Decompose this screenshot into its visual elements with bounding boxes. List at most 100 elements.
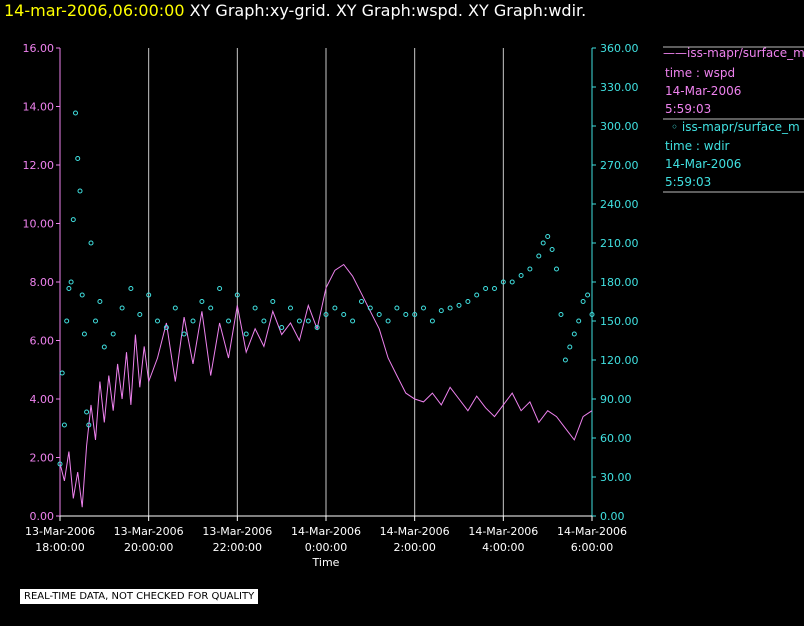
legend: ——iss-mapr/surface_m time : wspd 14-Mar-… xyxy=(663,44,804,194)
wdir-data-point xyxy=(61,422,67,428)
legend-wdir-name: ◦ iss-mapr/surface_m xyxy=(671,120,800,134)
timestamp-label: 14-mar-2006,06:00:00 xyxy=(4,1,185,20)
wdir-data-point xyxy=(403,312,409,317)
y-right-tick-label: 210.00 xyxy=(600,237,639,250)
legend-wspd-name: ——iss-mapr/surface_m xyxy=(663,46,804,60)
wdir-data-point xyxy=(270,299,276,304)
x-tick-label-time: 22:00:00 xyxy=(213,541,262,554)
wdir-data-point xyxy=(97,299,103,304)
wdir-data-point xyxy=(341,312,347,317)
wdir-data-point xyxy=(492,286,497,291)
wdir-data-point xyxy=(562,357,568,363)
wdir-data-point xyxy=(474,292,480,298)
y-right-tick-label: 180.00 xyxy=(600,276,639,289)
wdir-data-point xyxy=(208,305,214,311)
wdir-data-point xyxy=(483,286,489,291)
x-tick-label-date: 14-Mar-2006 xyxy=(291,525,361,538)
legend-wspd-time: 5:59:03 xyxy=(665,102,712,116)
wdir-data-point xyxy=(64,318,70,324)
wdir-data-point xyxy=(137,312,143,317)
wdir-data-point xyxy=(252,305,258,311)
legend-wspd-date: 14-Mar-2006 xyxy=(665,84,742,98)
wdir-data-point xyxy=(84,409,90,415)
wdir-data-point xyxy=(385,318,391,324)
wdir-data-point xyxy=(323,312,329,317)
wdir-data-point xyxy=(438,308,444,314)
y-right-tick-label: 300.00 xyxy=(600,120,639,133)
x-tick-label-time: 2:00:00 xyxy=(393,541,435,554)
wdir-data-point xyxy=(412,312,418,317)
x-tick-label-time: 0:00:00 xyxy=(305,541,347,554)
wdir-data-point xyxy=(288,305,293,311)
wdir-data-point xyxy=(163,325,169,330)
wdir-data-point xyxy=(57,461,63,467)
wdir-data-point xyxy=(314,325,320,330)
wdir-data-point xyxy=(367,305,373,311)
x-tick-label-date: 13-Mar-2006 xyxy=(25,525,95,538)
wdir-data-point xyxy=(59,370,65,376)
wdir-data-point xyxy=(110,331,116,337)
wdir-data-point xyxy=(332,305,338,311)
wdir-data-point xyxy=(500,279,506,285)
wdir-data-point xyxy=(79,292,85,298)
legend-line-icon: —— xyxy=(663,46,687,60)
wdir-data-point xyxy=(128,286,134,291)
wdir-data-point xyxy=(119,305,125,311)
wdir-data-point xyxy=(527,266,533,272)
wdir-data-point xyxy=(545,234,551,239)
x-tick-label-date: 14-Mar-2006 xyxy=(557,525,627,538)
wdir-data-point xyxy=(75,156,81,161)
wdir-data-point xyxy=(73,110,78,116)
wdir-data-point xyxy=(540,240,546,246)
wdir-data-point xyxy=(421,305,426,311)
y-right-tick-label: 120.00 xyxy=(600,354,639,367)
legend-wspd-source: iss-mapr/surface_m xyxy=(687,46,804,60)
wdir-data-point xyxy=(305,318,311,324)
wdir-data-point xyxy=(536,253,542,259)
y-right-tick-label: 0.00 xyxy=(600,510,625,523)
wdir-data-point xyxy=(81,331,87,337)
y-left-tick-label: 6.00 xyxy=(30,335,55,348)
wdir-data-point xyxy=(217,286,223,291)
legend-wdir-source: iss-mapr/surface_m xyxy=(681,120,800,134)
wdir-data-point xyxy=(376,312,382,317)
wdir-data-point xyxy=(234,292,240,298)
wdir-data-point xyxy=(549,247,555,252)
wdir-data-point xyxy=(146,292,152,298)
legend-wdir-date: 14-Mar-2006 xyxy=(665,157,742,171)
legend-wdir-var: time : wdir xyxy=(665,139,730,153)
x-tick-label-date: 13-Mar-2006 xyxy=(202,525,272,538)
wdir-data-point xyxy=(181,331,187,337)
wdir-data-point xyxy=(226,318,231,324)
wdir-data-point xyxy=(447,305,453,311)
x-tick-label-date: 14-Mar-2006 xyxy=(468,525,538,538)
x-tick-label-date: 14-Mar-2006 xyxy=(380,525,450,538)
y-left-tick-label: 14.00 xyxy=(23,101,55,114)
legend-circle-icon: ◦ xyxy=(671,120,679,134)
wdir-data-point xyxy=(279,325,285,330)
wdir-data-point xyxy=(518,273,524,278)
y-right-tick-label: 270.00 xyxy=(600,159,639,172)
wdir-data-point xyxy=(93,318,98,324)
y-right-tick-label: 330.00 xyxy=(600,81,639,94)
wdir-data-point xyxy=(243,331,249,337)
wdir-data-point xyxy=(261,318,267,324)
chart-title-bar: 14-mar-2006,06:00:00 XY Graph:xy-grid. X… xyxy=(4,1,586,20)
x-tick-label-time: 18:00:00 xyxy=(35,541,84,554)
y-left-tick-label: 4.00 xyxy=(30,393,55,406)
wdir-data-point xyxy=(101,344,107,350)
wdir-data-point xyxy=(155,318,160,324)
wdir-data-point xyxy=(567,344,573,350)
wdir-data-point xyxy=(350,318,356,324)
y-right-tick-label: 360.00 xyxy=(600,42,639,55)
wdir-data-point xyxy=(456,302,462,308)
y-left-tick-label: 2.00 xyxy=(30,452,55,465)
y-right-tick-label: 60.00 xyxy=(600,432,632,445)
wdir-data-point xyxy=(66,286,72,291)
wdir-data-point xyxy=(68,279,74,285)
y-left-tick-label: 8.00 xyxy=(30,276,55,289)
wdir-data-point xyxy=(86,422,92,428)
wdir-data-point xyxy=(465,299,471,304)
wdir-data-point xyxy=(190,318,196,324)
